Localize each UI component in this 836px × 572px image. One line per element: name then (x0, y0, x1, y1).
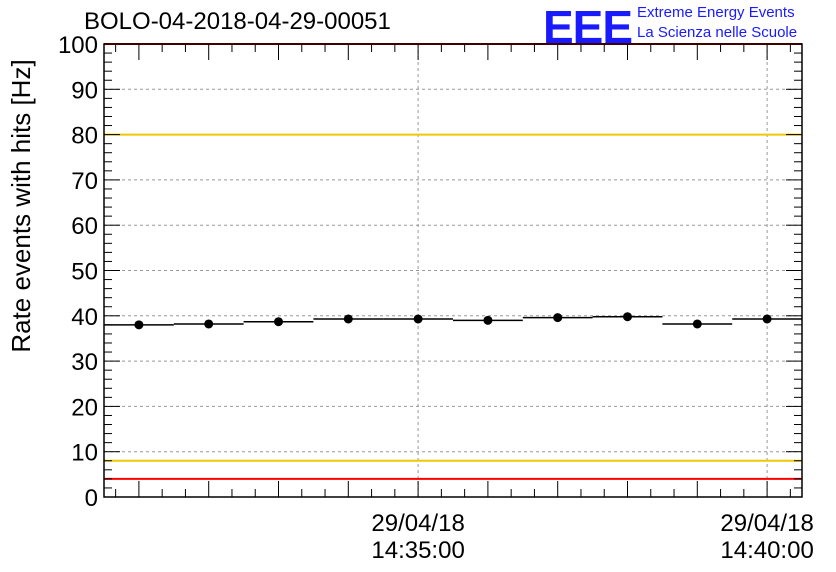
data-point (553, 313, 563, 323)
y-tick-label: 90 (71, 77, 98, 104)
axis-ticks (104, 43, 802, 498)
logo-caption-line1: Extreme Energy Events (637, 4, 795, 21)
y-tick-label: 50 (71, 259, 98, 286)
x-tick-label-date: 29/04/18 (720, 510, 813, 537)
y-tick-label: 70 (71, 168, 98, 195)
reference-lines (104, 43, 802, 480)
data-point (343, 314, 353, 324)
y-tick-label: 20 (71, 394, 98, 421)
data-series (104, 312, 802, 330)
y-tick-label: 80 (71, 123, 98, 150)
y-tick-label: 10 (71, 440, 98, 467)
logo-caption: Extreme Energy Events La Scienza nelle S… (637, 3, 797, 43)
x-tick-label-date: 29/04/18 (371, 510, 464, 537)
y-tick-label: 40 (71, 304, 98, 331)
axis-labels: 010203040506070809010029/04/1814:35:0029… (58, 32, 814, 564)
x-tick-label-time: 14:40:00 (720, 537, 813, 564)
data-point (692, 319, 702, 329)
y-tick-label: 100 (58, 32, 98, 59)
grid-layer (104, 44, 802, 497)
y-tick-label: 60 (71, 213, 98, 240)
eee-logo: EEE (543, 1, 633, 53)
data-point (762, 314, 772, 324)
data-point (623, 312, 632, 322)
logo-caption-line2: La Scienza nelle Scuole (637, 24, 798, 41)
data-point (134, 320, 144, 330)
data-point (274, 317, 283, 327)
y-axis-label: Rate events with hits [Hz] (6, 59, 36, 352)
data-point (483, 315, 493, 325)
y-tick-label: 0 (85, 485, 98, 512)
data-point (413, 314, 423, 324)
x-tick-label-time: 14:35:00 (371, 537, 464, 564)
y-tick-label: 30 (71, 349, 98, 376)
chart-title: BOLO-04-2018-04-29-00051 (84, 8, 391, 35)
data-point (204, 319, 214, 329)
